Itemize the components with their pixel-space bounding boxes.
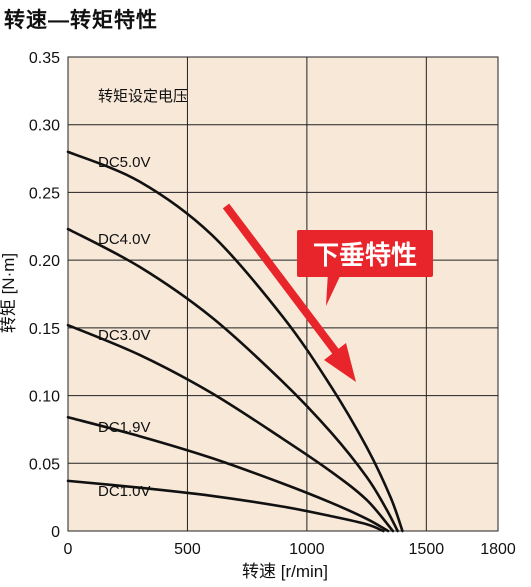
x-tick-label: 1000 [289, 541, 325, 558]
series-curves [66, 150, 404, 533]
y-tick-label: 0.15 [29, 321, 60, 338]
series-labels: DC5.0V DC4.0V DC3.0V DC1.9V DC1.0V [98, 154, 151, 500]
droop-annotation: 下垂特性 [222, 203, 433, 382]
x-tick-label: 500 [174, 541, 201, 558]
y-tick-label: 0.25 [29, 185, 60, 202]
series-label: DC5.0V [98, 154, 151, 171]
droop-arrow-shaft [222, 203, 340, 355]
callout-box [297, 230, 433, 277]
y-tick-label: 0.35 [29, 50, 60, 67]
plot-background [67, 56, 499, 532]
axes: 0 0.05 0.10 0.15 0.20 0.25 0.30 0.35 0 500 1000 150… [29, 50, 516, 558]
series-label: DC4.0V [98, 231, 151, 248]
series-line [66, 227, 399, 533]
y-tick-label: 0 [51, 524, 60, 541]
y-tick-label: 0.30 [29, 118, 60, 135]
series-line [66, 415, 390, 533]
y-tick-label: 0.05 [29, 456, 60, 473]
series-line [66, 150, 404, 533]
callout-pointer [326, 272, 342, 306]
legend-title: 转矩设定电压 [98, 88, 188, 105]
x-tick-label: 0 [64, 541, 73, 558]
y-tick-label: 0.10 [29, 389, 60, 406]
series-line [66, 479, 385, 533]
series-label: DC1.9V [98, 419, 151, 436]
page-title: 转速—转矩特性 [4, 9, 158, 32]
y-axis-label: 转矩 [N·m] [0, 253, 18, 333]
callout-text: 下垂特性 [313, 240, 417, 270]
x-axis-label: 转速 [r/min] [242, 562, 328, 581]
series-label: DC3.0V [98, 327, 151, 344]
series-line [66, 323, 395, 533]
droop-arrow-head [324, 343, 356, 382]
series-label: DC1.0V [98, 483, 151, 500]
x-tick-label: 1800 [480, 541, 516, 558]
x-tick-label: 1500 [409, 541, 445, 558]
y-tick-label: 0.20 [29, 253, 60, 270]
